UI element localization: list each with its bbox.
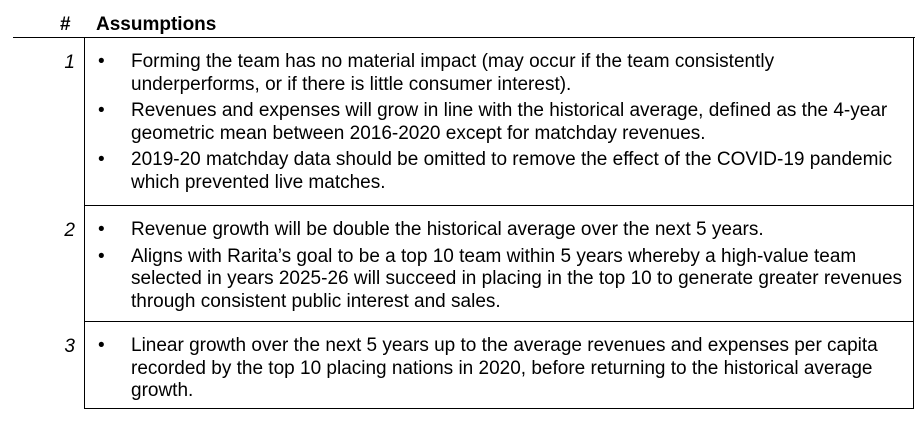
table-row: 2 • Revenue growth will be double the hi… [0, 206, 921, 322]
row-number: 2 [64, 220, 75, 241]
number-column-header: # [60, 14, 71, 35]
list-item: • Revenue growth will be double the hist… [85, 219, 913, 242]
bullet-list: • Revenue growth will be double the hist… [85, 206, 913, 313]
bullet-icon: • [98, 100, 105, 121]
bullet-list: • Forming the team has no material impac… [85, 38, 913, 194]
assumption-cell: • Revenue growth will be double the hist… [84, 206, 914, 322]
list-item: • Revenues and expenses will grow in lin… [85, 100, 913, 145]
list-item: • Forming the team has no material impac… [85, 51, 913, 96]
header-divider [13, 37, 915, 38]
bullet-icon: • [98, 245, 105, 267]
bullet-list: • Linear growth over the next 5 years up… [85, 322, 913, 403]
assumption-text: Revenues and expenses will grow in line … [131, 100, 888, 144]
row-number: 3 [64, 336, 75, 357]
table-header: # Assumptions [0, 0, 921, 38]
bullet-icon: • [98, 149, 105, 170]
assumptions-column-header: Assumptions [96, 14, 217, 35]
assumption-text: Linear growth over the next 5 years up t… [131, 335, 878, 401]
assumption-text: Forming the team has no material impact … [131, 51, 775, 95]
assumption-cell: • Linear growth over the next 5 years up… [84, 322, 914, 409]
bullet-icon: • [98, 335, 105, 356]
list-item: • Linear growth over the next 5 years up… [85, 335, 913, 403]
assumptions-table: 1 • Forming the team has no material imp… [0, 38, 921, 409]
table-row: 1 • Forming the team has no material imp… [0, 38, 921, 206]
bullet-icon: • [98, 219, 105, 240]
table-row: 3 • Linear growth over the next 5 years … [0, 322, 921, 409]
assumption-cell: • Forming the team has no material impac… [84, 38, 914, 206]
bullet-icon: • [98, 51, 105, 72]
assumption-text: 2019-20 matchday data should be omitted … [131, 149, 893, 193]
row-number: 1 [64, 52, 75, 73]
list-item: • Aligns with Rarita’s goal to be a top … [85, 246, 913, 314]
assumption-text: Aligns with Rarita’s goal to be a top 10… [131, 245, 903, 312]
assumption-text: Revenue growth will be double the histor… [131, 219, 764, 240]
list-item: • 2019-20 matchday data should be omitte… [85, 149, 913, 194]
